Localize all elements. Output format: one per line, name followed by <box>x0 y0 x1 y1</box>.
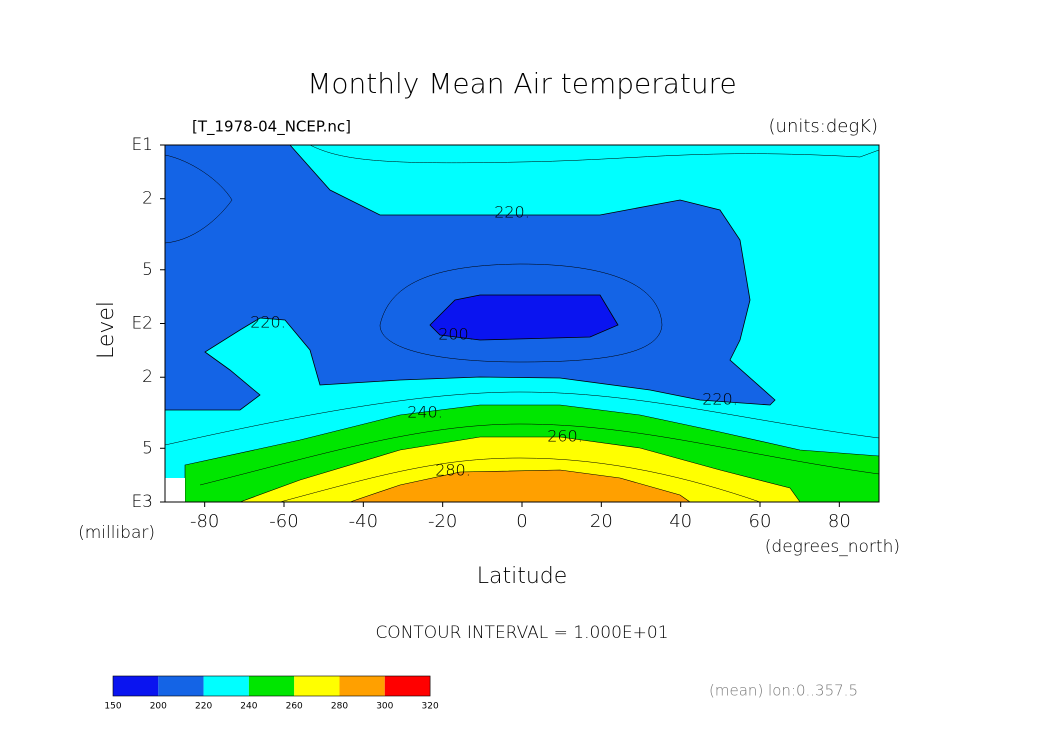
region <box>164 144 776 411</box>
x-tick-label: -80 <box>190 511 219 532</box>
contour-line <box>379 263 663 363</box>
y-axis-label: Level <box>94 301 119 359</box>
contour-label: 200. <box>438 325 474 344</box>
y-tick-label: E2 <box>131 314 153 334</box>
contour-label: 220. <box>250 313 286 332</box>
contour-label: 280. <box>435 461 471 480</box>
colorbar-frame <box>112 675 431 697</box>
contour-label: 220. <box>494 203 530 222</box>
footnote: (mean) lon:0..357.5 <box>709 682 858 700</box>
chart-title: Monthly Mean Air temperature <box>307 67 737 100</box>
colorbar-box <box>339 676 385 696</box>
colorbar-label: 150 <box>104 702 121 712</box>
y-tick-label: E1 <box>131 135 153 155</box>
x-units: (degrees_north) <box>765 537 900 557</box>
colorbar-box <box>113 676 159 696</box>
contour-line <box>309 144 880 164</box>
region <box>429 294 619 341</box>
annotation: CONTOUR INTERVAL = 1.000E+01 <box>375 623 668 643</box>
contour-line <box>199 423 880 486</box>
colorbar-box <box>294 676 340 696</box>
x-tick-label: 0 <box>516 511 527 532</box>
colorbar-label: 240 <box>240 702 257 712</box>
x-tick-label: 40 <box>669 511 692 532</box>
colorbar-box <box>248 676 295 696</box>
units-label: (units:degK) <box>769 116 878 137</box>
y-tick-label: 2 <box>142 189 153 209</box>
y-units: (millibar) <box>78 523 155 543</box>
y-tick-label: 5 <box>142 438 153 458</box>
colorbar-label: 300 <box>376 702 393 712</box>
y-tick-label: E3 <box>131 492 153 512</box>
region <box>239 436 801 503</box>
colorbar-label: 320 <box>422 702 439 712</box>
colorbar-label: 260 <box>286 702 303 712</box>
colorbar-label: 280 <box>331 702 348 712</box>
contour-line <box>279 457 761 503</box>
region <box>349 469 691 503</box>
missing-area <box>165 478 185 502</box>
y-tick-label: 5 <box>142 260 153 280</box>
contour-line <box>164 154 233 244</box>
contour-label: 260. <box>547 427 583 446</box>
colorbar-label: 200 <box>150 702 167 712</box>
subtitle: [T_1978-04_NCEP.nc] <box>192 118 351 137</box>
y-tick-label: 2 <box>142 367 153 387</box>
x-tick-label: 60 <box>749 511 772 532</box>
contour-label: 240. <box>407 403 443 422</box>
contour-label: 220. <box>702 390 738 409</box>
x-tick-label: 80 <box>828 511 851 532</box>
x-tick-label: -40 <box>349 511 378 532</box>
x-tick-label: -60 <box>269 511 298 532</box>
contour-line <box>164 391 880 446</box>
colorbar-box <box>158 676 204 696</box>
x-axis-label: Latitude <box>477 564 568 589</box>
colorbar-box <box>384 676 431 696</box>
colorbar-label: 220 <box>195 702 212 712</box>
x-tick-label: 20 <box>590 511 613 532</box>
colorbar-box <box>203 676 249 696</box>
x-tick-label: -20 <box>428 511 457 532</box>
